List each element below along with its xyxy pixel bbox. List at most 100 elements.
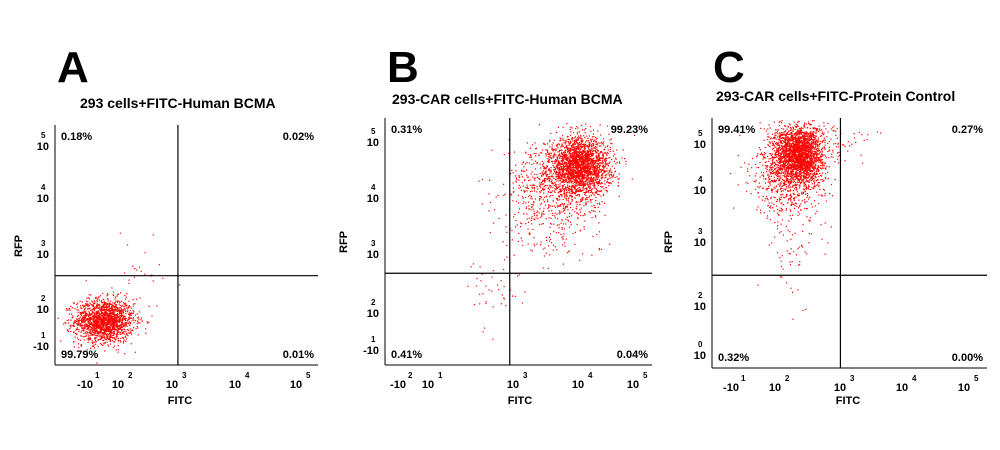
data-point bbox=[815, 149, 817, 151]
data-point bbox=[74, 321, 76, 324]
panel-title: 293-CAR cells+FITC-Human BCMA bbox=[392, 91, 623, 107]
data-point bbox=[579, 201, 582, 203]
data-point bbox=[575, 155, 577, 157]
data-point bbox=[548, 189, 550, 191]
data-point bbox=[114, 298, 116, 300]
data-point bbox=[564, 196, 566, 198]
data-point bbox=[572, 160, 574, 163]
data-point bbox=[559, 212, 561, 214]
data-point bbox=[67, 330, 69, 333]
data-point bbox=[568, 163, 570, 165]
data-point bbox=[589, 172, 591, 174]
data-point bbox=[552, 195, 554, 197]
data-point bbox=[99, 295, 102, 297]
data-point bbox=[622, 149, 624, 151]
data-point bbox=[108, 308, 110, 310]
x-tick-label: 10 bbox=[627, 379, 639, 391]
y-axis-title: RFP bbox=[13, 235, 25, 257]
data-point bbox=[580, 169, 582, 171]
data-point bbox=[584, 166, 586, 168]
data-point bbox=[101, 312, 104, 314]
data-point bbox=[539, 173, 541, 175]
data-point bbox=[571, 196, 573, 198]
data-point bbox=[594, 207, 597, 209]
data-point bbox=[67, 309, 69, 311]
data-point bbox=[596, 203, 598, 205]
data-point bbox=[549, 154, 551, 156]
data-point bbox=[597, 160, 599, 162]
data-point bbox=[108, 318, 110, 320]
data-point bbox=[578, 144, 580, 146]
data-point bbox=[580, 134, 582, 136]
data-point bbox=[118, 307, 120, 309]
data-point bbox=[550, 187, 552, 189]
data-point bbox=[605, 164, 607, 166]
data-point bbox=[587, 156, 589, 158]
data-point bbox=[101, 312, 103, 315]
data-point bbox=[594, 182, 596, 184]
data-point bbox=[562, 169, 564, 171]
x-tick-exponent: 4 bbox=[245, 371, 250, 380]
data-point bbox=[580, 148, 582, 151]
data-point bbox=[768, 124, 770, 126]
data-point bbox=[515, 180, 517, 182]
data-point bbox=[592, 145, 595, 147]
data-point bbox=[491, 276, 493, 278]
data-point bbox=[592, 143, 594, 145]
data-point bbox=[606, 146, 608, 148]
data-point bbox=[549, 152, 551, 154]
data-point bbox=[564, 188, 566, 190]
data-point bbox=[96, 333, 98, 335]
data-point bbox=[102, 308, 104, 311]
data-point bbox=[88, 331, 90, 333]
data-point bbox=[74, 320, 76, 322]
data-point bbox=[485, 285, 487, 287]
data-point bbox=[532, 184, 535, 186]
data-point bbox=[599, 159, 601, 161]
data-point bbox=[116, 323, 118, 325]
data-point bbox=[567, 170, 570, 172]
data-point bbox=[589, 199, 592, 201]
data-point bbox=[603, 144, 605, 146]
data-point bbox=[561, 178, 563, 180]
data-point bbox=[569, 160, 571, 163]
data-point bbox=[591, 136, 593, 138]
data-point bbox=[130, 314, 132, 316]
data-point bbox=[88, 326, 90, 328]
data-point bbox=[103, 334, 106, 336]
data-point bbox=[584, 213, 586, 215]
data-point bbox=[578, 165, 580, 167]
data-point bbox=[87, 333, 89, 335]
data-point bbox=[551, 174, 553, 176]
data-point bbox=[606, 151, 608, 153]
data-point bbox=[578, 183, 581, 185]
data-point bbox=[128, 282, 130, 285]
data-point bbox=[125, 338, 128, 340]
data-point bbox=[526, 186, 529, 188]
data-point bbox=[533, 188, 535, 190]
data-point bbox=[104, 318, 106, 320]
data-point bbox=[564, 150, 566, 152]
data-point bbox=[549, 226, 551, 228]
data-point bbox=[116, 330, 118, 332]
data-point bbox=[110, 317, 112, 319]
data-point bbox=[567, 170, 569, 172]
data-point bbox=[590, 176, 592, 178]
data-point bbox=[541, 175, 543, 177]
data-point bbox=[92, 304, 94, 306]
data-point bbox=[573, 150, 575, 152]
data-point bbox=[122, 332, 124, 334]
data-point bbox=[539, 192, 541, 194]
data-point bbox=[562, 187, 564, 189]
data-point bbox=[121, 311, 123, 313]
data-point bbox=[125, 322, 128, 324]
data-point bbox=[590, 179, 593, 181]
data-point bbox=[514, 151, 516, 153]
data-point bbox=[130, 317, 132, 319]
data-point bbox=[121, 330, 123, 332]
data-point bbox=[70, 330, 72, 332]
y-tick-label: 10 bbox=[367, 249, 379, 261]
data-point bbox=[91, 340, 93, 342]
data-point bbox=[553, 139, 555, 141]
data-point bbox=[589, 199, 591, 201]
